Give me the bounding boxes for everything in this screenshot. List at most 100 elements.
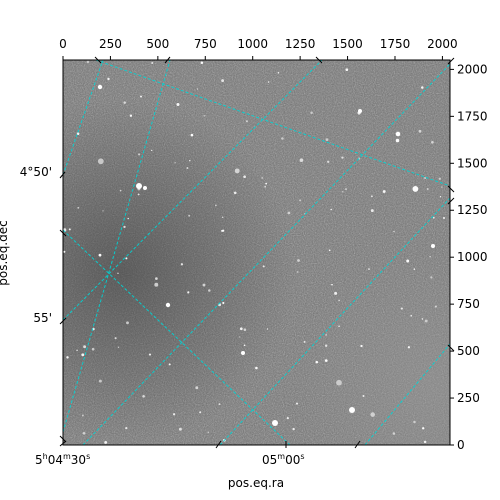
star — [77, 206, 80, 209]
star — [421, 86, 424, 89]
star — [297, 259, 300, 262]
star — [266, 328, 269, 330]
grid-line — [82, 63, 450, 445]
x-tick-label: 1000 — [237, 37, 268, 51]
star — [272, 420, 278, 426]
star — [143, 186, 147, 190]
star — [200, 61, 204, 64]
star — [410, 315, 413, 317]
star — [413, 268, 416, 270]
star — [243, 328, 247, 332]
star — [195, 386, 199, 390]
coordinate-grid — [63, 60, 450, 445]
star — [315, 360, 319, 364]
star — [91, 347, 95, 351]
star — [370, 209, 374, 213]
star — [218, 403, 221, 406]
dec-tick-label: 4°50' — [20, 165, 52, 179]
star — [362, 394, 365, 398]
star — [186, 167, 189, 169]
star — [296, 271, 299, 273]
star — [127, 217, 129, 220]
star — [341, 156, 344, 159]
star — [370, 412, 375, 417]
star — [178, 427, 182, 431]
y-tick-label: 0 — [457, 438, 465, 452]
star — [123, 101, 126, 104]
star — [180, 263, 184, 266]
star — [129, 114, 133, 117]
star — [430, 276, 433, 279]
y-tick-label: 1000 — [457, 250, 488, 264]
star — [222, 301, 225, 305]
star — [345, 68, 349, 72]
star — [125, 257, 128, 260]
star — [338, 299, 340, 302]
star — [86, 60, 90, 64]
grid-line — [63, 60, 323, 321]
y-axis-label: pos.eq.dec — [0, 220, 10, 285]
plot-frame — [62, 59, 451, 446]
star — [221, 216, 224, 219]
star — [295, 402, 299, 405]
star — [98, 379, 102, 383]
star — [140, 95, 142, 98]
star — [299, 199, 302, 202]
grid-line — [95, 60, 450, 187]
star — [104, 440, 108, 444]
grid-line — [63, 229, 291, 445]
star — [327, 160, 330, 163]
star — [151, 61, 154, 65]
x-tick-label: 1500 — [332, 37, 363, 51]
star — [68, 228, 71, 231]
star — [400, 307, 403, 310]
grid-line — [63, 60, 104, 176]
star — [439, 195, 442, 198]
star — [299, 158, 304, 162]
star — [338, 325, 340, 328]
star — [136, 183, 142, 189]
star — [199, 411, 202, 414]
star — [148, 353, 152, 356]
star — [407, 346, 411, 349]
star — [432, 216, 435, 219]
star — [233, 191, 237, 195]
star — [360, 344, 363, 348]
y-tick-label: 2000 — [457, 62, 488, 76]
star — [287, 211, 291, 215]
star — [188, 214, 191, 217]
x-tick-label: 500 — [146, 37, 169, 51]
star — [424, 319, 428, 323]
star — [277, 72, 280, 74]
star — [243, 344, 246, 347]
star — [208, 289, 211, 292]
star — [255, 366, 258, 370]
star — [207, 431, 209, 433]
star — [325, 334, 327, 336]
star — [422, 427, 425, 430]
y-tick-label: 250 — [457, 391, 480, 405]
star — [328, 249, 331, 252]
star — [358, 109, 362, 113]
y-tick-label: 500 — [457, 344, 480, 358]
star — [413, 420, 416, 424]
star — [221, 79, 225, 83]
star — [265, 182, 268, 185]
star — [82, 431, 86, 435]
star — [423, 440, 427, 444]
star — [76, 349, 78, 352]
x-axis-label: pos.eq.ra — [228, 476, 284, 490]
y-tick-label: 750 — [457, 297, 480, 311]
star — [66, 356, 69, 359]
y-tick-label: 1500 — [457, 156, 488, 170]
star — [174, 162, 176, 164]
star — [154, 282, 159, 287]
star — [262, 265, 265, 268]
star — [261, 177, 264, 179]
star — [286, 416, 289, 420]
star — [243, 175, 246, 179]
star — [239, 336, 241, 338]
star — [172, 413, 176, 416]
star — [442, 216, 446, 220]
